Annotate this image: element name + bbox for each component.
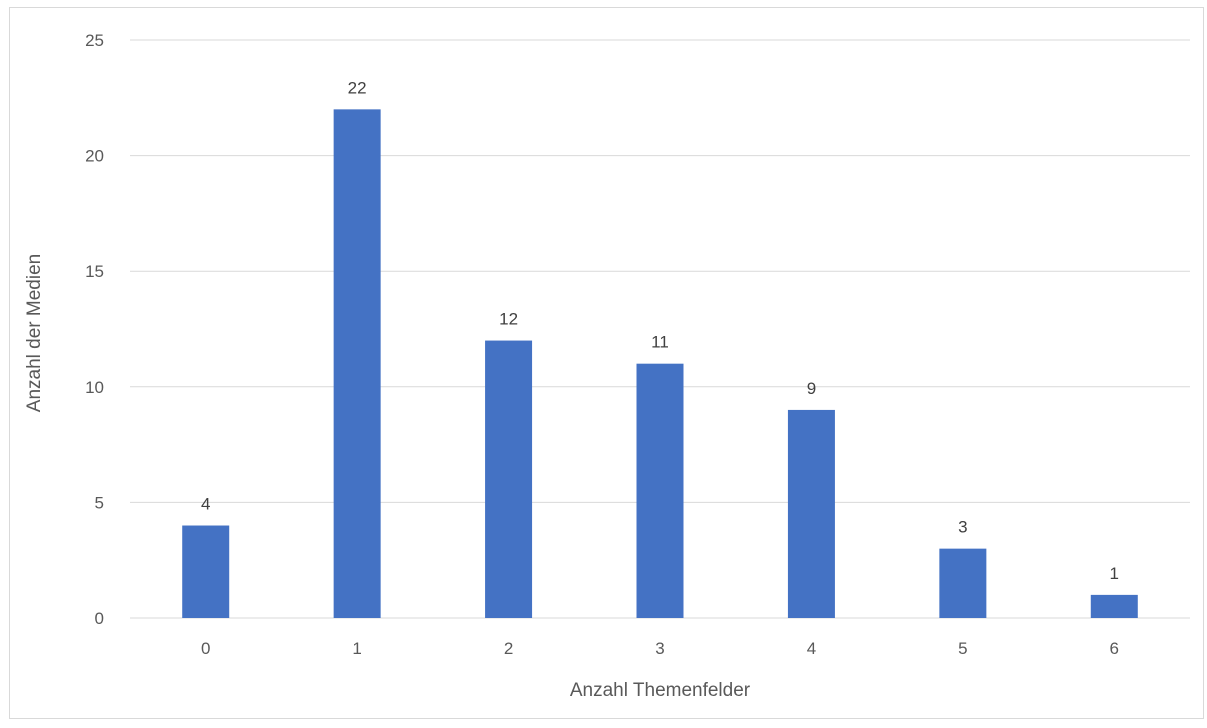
bar [182,525,230,618]
y-axis-title: Anzahl der Medien [24,254,45,412]
bar [939,548,987,618]
gridlines [130,39,1190,619]
y-tick-label: 25 [85,31,104,50]
data-label: 9 [807,379,816,398]
data-label: 22 [348,78,367,97]
x-tick-label: 6 [1110,639,1119,658]
x-tick-label: 0 [201,639,210,658]
data-label: 11 [651,333,669,352]
data-label: 1 [1110,564,1119,583]
y-tick-label: 20 [85,147,104,166]
x-axis-title: Anzahl Themenfelder [570,680,751,701]
y-tick-label: 5 [95,493,104,512]
x-tick-label: 2 [504,639,513,658]
y-axis-tick-labels: 0 5 10 15 20 25 [85,31,104,628]
y-tick-label: 15 [85,262,104,281]
bars [182,109,1138,619]
bar [636,363,684,618]
data-label: 12 [499,310,518,329]
bar [787,409,835,618]
x-axis-tick-labels: 0 1 2 3 4 5 6 [201,639,1119,658]
bar [485,340,533,618]
data-labels: 4 22 12 11 9 3 1 [201,78,1119,583]
bar [333,109,381,619]
bar [1090,594,1138,618]
x-tick-label: 3 [655,639,664,658]
data-label: 3 [958,518,967,537]
x-tick-label: 5 [958,639,967,658]
x-tick-label: 1 [352,639,361,658]
data-label: 4 [201,495,210,514]
y-tick-label: 10 [85,378,104,397]
x-tick-label: 4 [807,639,816,658]
y-tick-label: 0 [95,609,104,628]
